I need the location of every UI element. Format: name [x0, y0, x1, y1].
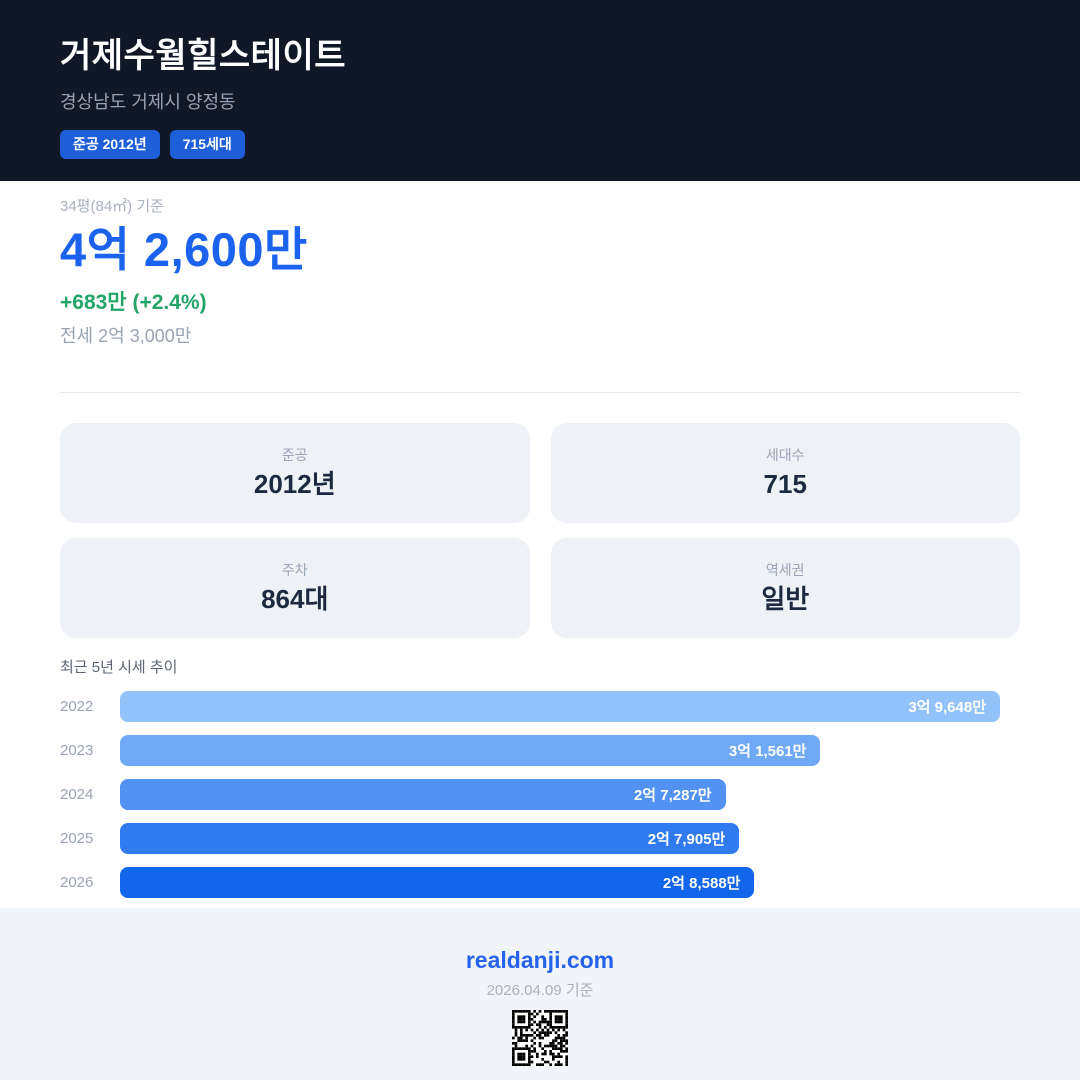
chart-bar-track: 3억 1,561만 [120, 735, 1000, 766]
chart-bar: 3억 9,648만 [120, 691, 1000, 722]
chart-row-2023: 2023 3억 1,561만 [60, 735, 1020, 766]
info-card-label: 주차 [281, 562, 308, 578]
footer: realdanji.com 2026.04.09 기준 [0, 908, 1080, 1080]
header: 거제수월힐스테이트 경상남도 거제시 양정동 준공 2012년 715세대 [0, 0, 1080, 181]
info-card-value: 일반 [761, 584, 810, 614]
price-basis-label: 34평(84㎡) 기준 [60, 198, 164, 215]
completion-year-badge: 준공 2012년 [60, 130, 160, 160]
info-card-value: 2012년 [253, 469, 336, 499]
chart-year-label: 2025 [60, 830, 94, 847]
info-card-label: 세대수 [765, 447, 805, 463]
chart-bar-track: 2억 7,905만 [120, 823, 1000, 854]
chart-bar-track: 2억 8,588만 [120, 867, 1000, 898]
chart-row-2025: 2025 2억 7,905만 [60, 823, 1020, 854]
price-trend-chart: 최근 5년 시세 추이 2022 3억 9,648만 2023 3억 1,561만 20… [60, 660, 1020, 898]
chart-bar-value-label: 2억 7,287만 [633, 787, 712, 804]
current-price: 4억 2,600만 [60, 223, 308, 276]
chart-bar: 3억 1,561만 [120, 735, 821, 766]
data-date-note: 2026.04.09 기준 [486, 982, 594, 999]
info-card-completion: 준공 2012년 [60, 423, 530, 523]
info-card-parking: 주차 864대 [60, 538, 530, 638]
chart-bar-value-label: 3억 1,561만 [728, 743, 807, 760]
household-count-badge: 715세대 [169, 130, 245, 160]
info-card-label: 준공 [281, 447, 308, 463]
info-card-value: 864대 [261, 584, 329, 614]
address-subtitle: 경상남도 거제시 양정동 [60, 92, 236, 113]
badge-row: 준공 2012년 715세대 [60, 130, 1020, 160]
chart-bar: 2억 7,905만 [120, 823, 740, 854]
jeonse-price: 전세 2억 3,000만 [60, 326, 192, 346]
chart-row-2024: 2024 2억 7,287만 [60, 779, 1020, 810]
chart-row-2026: 2026 2억 8,588만 [60, 867, 1020, 898]
chart-row-2022: 2022 3억 9,648만 [60, 691, 1020, 722]
chart-year-label: 2023 [60, 742, 94, 759]
chart-year-label: 2026 [60, 874, 94, 891]
info-cards-grid: 준공 2012년 세대수 715 주차 864대 역세권 일반 [60, 423, 1020, 638]
chart-bar-value-label: 2억 8,588만 [662, 875, 741, 892]
chart-bar-value-label: 2억 7,905만 [647, 831, 726, 848]
info-card-label: 역세권 [765, 562, 805, 578]
chart-bar: 2억 8,588만 [120, 867, 755, 898]
price-section: 34평(84㎡) 기준 4억 2,600만 +683만 (+2.4%) 전세 2… [0, 181, 1080, 346]
price-change: +683만 (+2.4%) [60, 291, 207, 314]
chart-bar-track: 2억 7,287만 [120, 779, 1000, 810]
info-card-households: 세대수 715 [550, 423, 1020, 523]
qr-code-icon [512, 1010, 568, 1066]
chart-year-label: 2022 [60, 698, 94, 715]
chart-rows: 2022 3억 9,648만 2023 3억 1,561만 2024 2억 7,287만 2… [60, 691, 1020, 898]
divider [60, 392, 1020, 393]
chart-bar-value-label: 3억 9,648만 [908, 699, 986, 716]
chart-year-label: 2024 [60, 786, 94, 803]
page-title: 거제수월힐스테이트 [60, 37, 347, 75]
info-card-value: 715 [763, 469, 807, 499]
site-link[interactable]: realdanji.com [465, 947, 615, 973]
info-card-station-area: 역세권 일반 [550, 538, 1020, 638]
chart-title: 최근 5년 시세 추이 [60, 659, 178, 676]
chart-bar-track: 3억 9,648만 [120, 691, 1000, 722]
chart-bar: 2억 7,287만 [120, 779, 726, 810]
